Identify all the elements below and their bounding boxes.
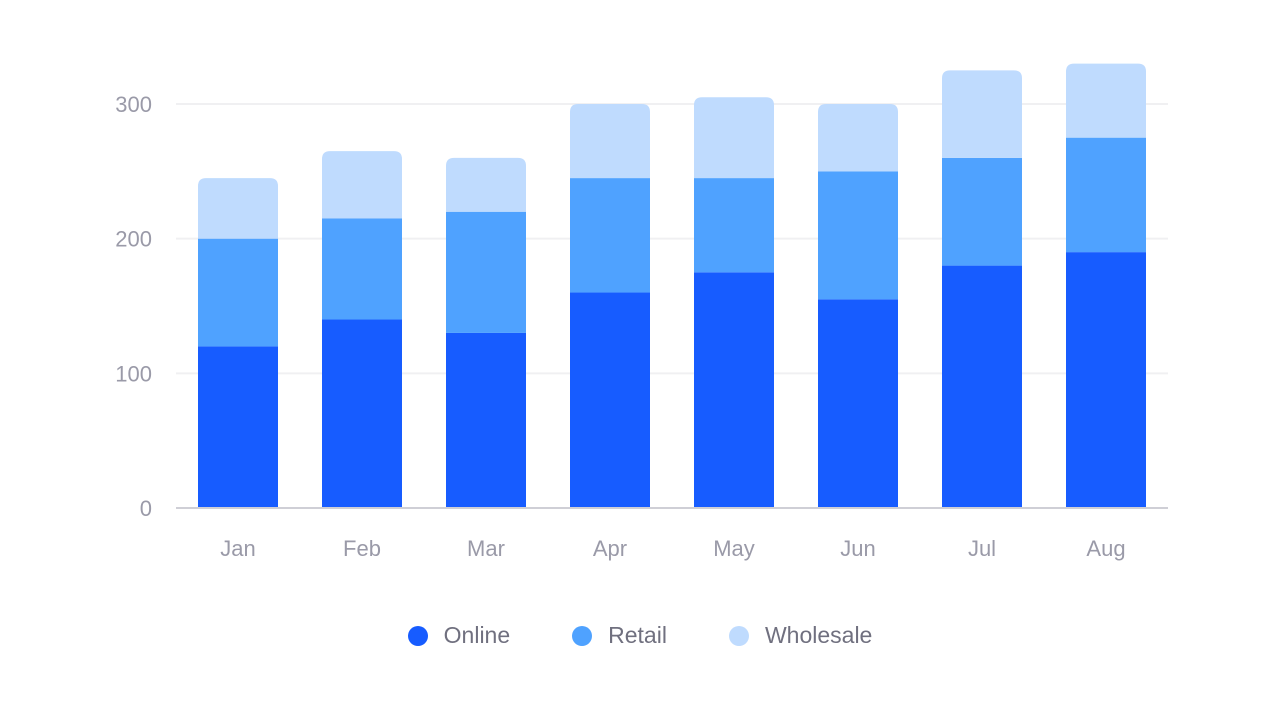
bar-segment-wholesale	[570, 104, 650, 179]
stacked-bar-chart: 0 100 200 300 Jan Feb Mar Apr May Jun Jul Aug	[115, 63, 1168, 561]
bar-segment-online	[942, 265, 1022, 508]
x-axis-ticks: Jan Feb Mar Apr May Jun Jul Aug	[220, 536, 1125, 561]
x-tick-label: Aug	[1086, 536, 1125, 561]
y-axis-ticks: 0 100 200 300	[115, 92, 152, 521]
bar-segment-wholesale	[1066, 63, 1146, 138]
bar-segment-wholesale	[942, 70, 1022, 158]
bar-stack-jul	[942, 70, 1022, 508]
legend-label: Retail	[608, 622, 667, 648]
bar-segment-wholesale	[446, 157, 526, 212]
bar-segment-online	[818, 299, 898, 508]
bar-segment-retail	[570, 178, 650, 293]
bars	[198, 63, 1146, 508]
bar-segment-online	[570, 292, 650, 508]
x-tick-label: Jul	[968, 536, 996, 561]
bar-segment-online	[198, 346, 278, 508]
bar-segment-wholesale	[818, 104, 898, 172]
legend-label: Wholesale	[764, 622, 873, 648]
bar-stack-jun	[818, 104, 898, 508]
x-tick-label: Mar	[467, 536, 505, 561]
bar-segment-online	[322, 319, 402, 508]
bar-segment-retail	[446, 211, 526, 333]
bar-segment-retail	[322, 218, 402, 320]
bar-segment-retail	[694, 178, 774, 273]
x-tick-label: Apr	[593, 536, 627, 561]
bar-segment-wholesale	[322, 151, 402, 219]
bar-stack-apr	[570, 104, 650, 508]
legend-item-wholesale[interactable]: Wholesale	[728, 622, 873, 649]
bar-stack-jan	[198, 178, 278, 508]
bar-segment-retail	[818, 171, 898, 300]
bar-stack-feb	[322, 151, 402, 508]
bar-segment-online	[694, 272, 774, 508]
y-tick-label: 300	[115, 92, 152, 117]
legend-swatch-icon	[407, 625, 428, 646]
bar-segment-wholesale	[198, 178, 278, 239]
bar-segment-wholesale	[694, 97, 774, 179]
bar-segment-retail	[198, 238, 278, 347]
x-tick-label: Jun	[840, 536, 875, 561]
y-tick-label: 0	[140, 496, 152, 521]
bar-stack-mar	[446, 157, 526, 508]
bar-segment-online	[1066, 252, 1146, 508]
bar-segment-online	[446, 332, 526, 508]
legend-item-online[interactable]: Online	[407, 622, 511, 649]
legend-item-retail[interactable]: Retail	[572, 622, 667, 649]
bar-stack-aug	[1066, 63, 1146, 508]
y-tick-label: 200	[115, 227, 152, 252]
bar-stack-may	[694, 97, 774, 508]
bar-segment-retail	[1066, 137, 1146, 253]
x-tick-label: Jan	[220, 536, 255, 561]
x-tick-label: May	[713, 536, 755, 561]
legend: Online Retail Wholesale	[0, 622, 1280, 649]
legend-swatch-icon	[728, 625, 749, 646]
y-tick-label: 100	[115, 361, 152, 386]
legend-label: Online	[443, 622, 511, 648]
legend-swatch-icon	[572, 625, 593, 646]
bar-segment-retail	[942, 157, 1022, 266]
x-tick-label: Feb	[343, 536, 381, 561]
